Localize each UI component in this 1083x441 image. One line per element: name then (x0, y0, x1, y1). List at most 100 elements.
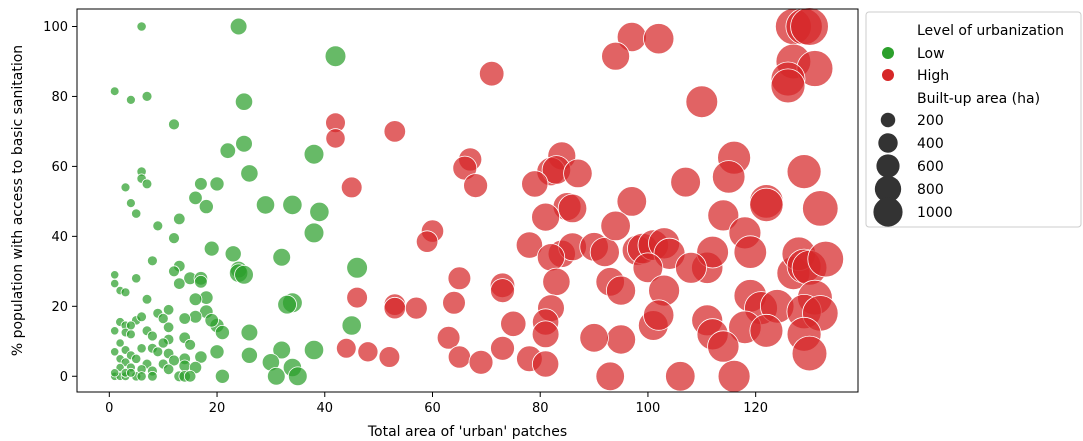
point-low-16 (194, 177, 208, 191)
point-high-5 (601, 41, 630, 71)
point-low-79 (184, 338, 197, 351)
legend-box (865, 11, 1082, 228)
y-tick-label: 80 (51, 90, 68, 105)
point-high-11 (685, 85, 719, 118)
x-tick-label: 20 (209, 401, 226, 416)
point-high-85 (749, 313, 784, 348)
point-low-7 (324, 45, 347, 68)
point-low-67 (110, 326, 120, 336)
point-low-93 (272, 340, 292, 360)
point-low-36 (346, 256, 368, 279)
point-high-27 (340, 176, 363, 199)
x-tick-label: 60 (424, 401, 441, 416)
point-low-9 (235, 134, 253, 153)
point-high-96 (468, 349, 494, 375)
point-low-57 (157, 312, 169, 324)
point-low-53 (162, 304, 175, 316)
point-low-92 (240, 346, 258, 364)
point-low-72 (162, 321, 175, 334)
point-low-5 (168, 118, 180, 131)
point-low-112 (136, 371, 147, 382)
x-tick-label: 80 (532, 401, 549, 416)
point-low-113 (147, 370, 158, 382)
point-low-119 (287, 366, 308, 387)
legend-size-marker (874, 175, 902, 203)
point-low-21 (125, 198, 136, 209)
point-high-23 (521, 170, 549, 198)
point-low-17 (209, 176, 225, 192)
point-low-47 (120, 287, 131, 298)
point-low-71 (240, 323, 259, 342)
point-high-38 (515, 231, 544, 259)
point-low-2 (109, 86, 120, 96)
point-low-22 (173, 212, 186, 226)
point-low-38 (131, 273, 142, 284)
point-low-24 (255, 195, 276, 215)
point-high-98 (531, 350, 560, 378)
y-axis: 0 20 40 60 80 100 (43, 20, 77, 385)
point-low-64 (204, 313, 219, 328)
x-tick-label: 40 (316, 401, 333, 416)
point-high-87 (791, 335, 828, 372)
legend-size-title: Built-up area (ha) (917, 91, 1040, 107)
point-high-29 (557, 193, 588, 224)
point-high-58 (447, 266, 472, 291)
y-tick-label: 40 (51, 230, 68, 245)
legend: Level of urbanization Built-up area (ha)… (865, 11, 1082, 228)
point-high-74 (500, 310, 527, 337)
x-axis: 0 20 40 60 80 100 120 (105, 392, 768, 416)
point-high-13 (325, 128, 346, 149)
point-low-94 (303, 339, 325, 361)
point-low-11 (240, 164, 259, 183)
point-low-45 (110, 278, 120, 289)
y-axis-label: % population with access to basic sanita… (10, 45, 26, 356)
point-high-42 (589, 237, 620, 268)
legend-label-high: High (917, 68, 949, 84)
points-layer (109, 7, 844, 393)
point-low-27 (168, 232, 180, 245)
point-low-120 (110, 368, 120, 378)
point-high-105 (707, 330, 740, 363)
y-tick-label: 100 (43, 20, 68, 35)
point-low-74 (146, 330, 158, 342)
x-tick-label: 100 (636, 401, 661, 416)
x-tick-label: 120 (743, 401, 768, 416)
point-low-25 (282, 194, 303, 215)
point-low-62 (136, 311, 147, 323)
point-high-35 (802, 190, 839, 227)
point-high-101 (378, 346, 401, 368)
point-low-28 (303, 222, 325, 244)
point-high-71 (404, 296, 428, 320)
point-low-52 (277, 294, 297, 315)
y-tick-label: 20 (51, 300, 68, 315)
point-low-30 (224, 245, 242, 263)
point-high-60 (490, 278, 515, 304)
point-low-91 (209, 344, 225, 360)
point-low-99 (178, 359, 191, 373)
point-high-2 (790, 7, 829, 46)
point-low-90 (194, 350, 208, 364)
point-high-31 (531, 202, 560, 232)
point-low-78 (157, 337, 169, 349)
point-low-50 (141, 293, 153, 305)
point-high-100 (357, 341, 379, 363)
point-low-84 (152, 346, 164, 358)
point-low-118 (266, 366, 286, 386)
legend-label-low: Low (917, 46, 945, 62)
point-low-73 (125, 329, 136, 340)
point-low-44 (173, 277, 186, 290)
point-low-81 (110, 347, 120, 357)
point-low-23 (152, 220, 164, 232)
legend-size-label: 600 (917, 159, 944, 175)
legend-size-marker (878, 133, 898, 153)
point-low-14 (141, 178, 153, 190)
point-low-18 (188, 190, 203, 206)
point-high-32 (707, 199, 740, 232)
point-high-94 (447, 345, 471, 369)
point-high-14 (383, 120, 407, 143)
point-high-95 (490, 335, 515, 361)
point-high-24 (670, 166, 701, 198)
point-high-102 (595, 361, 625, 392)
point-low-42 (194, 274, 208, 289)
